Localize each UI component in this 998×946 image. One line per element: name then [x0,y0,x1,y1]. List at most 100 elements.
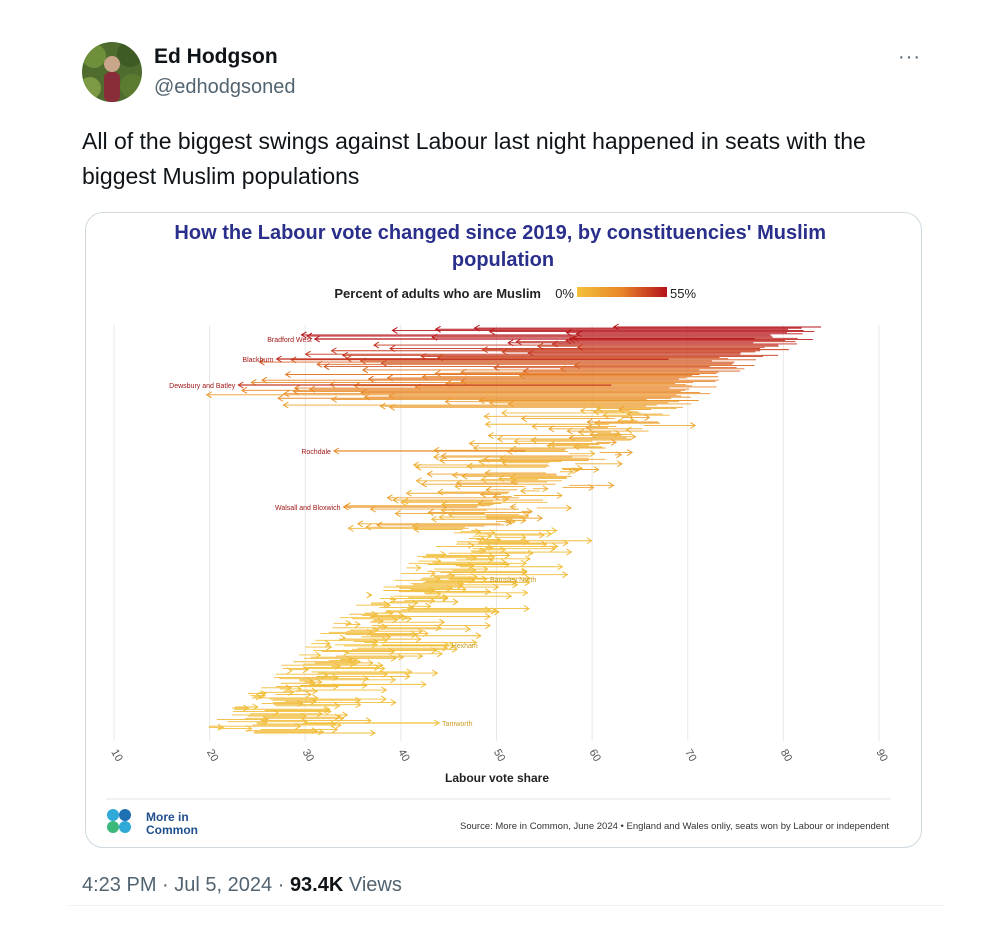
seat-arrow-head [515,338,522,346]
seat-arrow-head [243,704,250,712]
chart-arrows [205,323,822,737]
views-count: 93.4K [289,874,344,896]
seat-arrow-head [625,426,632,434]
seat-arrow-head [608,481,615,489]
legend-min-label: 0% [555,286,574,301]
seat-arrow-head [457,582,464,590]
seat-arrow-head [347,524,354,532]
seat-arrow-head [405,489,412,497]
seat-arrow-head [531,423,538,430]
seat-label: Barnsley North [490,577,536,584]
seat-arrow-head [616,451,623,459]
seat-arrow-head [644,414,651,421]
x-tick-label: 90 [873,747,890,764]
seat-arrow-head [331,726,339,734]
seat-arrow-head [436,650,444,658]
author-name[interactable]: Ed Hodgson [154,45,278,68]
seat-arrow-head [577,428,585,436]
seat-arrow-head [361,366,369,374]
seat-arrow-head [390,699,397,706]
seat-arrow-head [332,683,340,691]
seat-arrow-head [377,617,384,625]
x-tick-label: 50 [491,747,508,764]
seat-arrow-head [566,548,573,556]
seat-arrow-head [362,675,370,683]
logo-text-line-1: More in [146,810,189,824]
seat-arrow-head [484,622,492,629]
seat-arrow-head [399,498,407,506]
meta-separator: · [277,874,285,896]
seat-arrow-head [483,412,490,420]
seat-arrow-head [576,464,584,472]
x-tick-label: 80 [778,747,795,764]
seat-arrow-head [504,552,511,559]
seat-arrow-head [371,641,379,649]
seat-arrow-head [380,359,387,367]
seat-arrow-head [304,350,311,358]
seat-arrow-head [471,639,478,646]
seat-arrow-head [433,453,440,461]
seat-arrow-head [562,539,569,547]
seat-arrow-head [452,598,459,606]
chart: How the Labour vote changed since 2019, … [106,222,891,837]
avatar[interactable] [82,42,142,102]
seat-arrow-head [439,618,446,626]
seat-arrow-head [519,487,527,495]
author-handle[interactable]: @edhodgsoned [154,76,296,98]
chart-image-card[interactable]: How the Labour vote changed since 2019, … [85,212,922,848]
seat-arrow-head [442,593,449,601]
seat-arrow-head [527,549,534,557]
seat-arrow-head [520,516,527,524]
seat-label: Hexham [452,643,478,650]
seat-label: Tamworth [442,721,472,728]
seat-arrow-head [487,432,494,439]
seat-label: Blackburn [242,357,273,364]
legend-label: Percent of adults who are Muslim [334,286,541,301]
seat-arrow-head [489,529,496,537]
seat-arrow-head [505,519,513,527]
seat-arrow-head [426,470,433,478]
seat-arrow-head [521,567,528,575]
seat-arrow-head [369,729,377,737]
tweet-time[interactable]: 4:23 PM [82,874,157,896]
more-options-icon[interactable]: ··· [898,46,921,68]
tweet-date[interactable]: Jul 5, 2024 [174,874,273,896]
seat-arrow-head [481,346,488,354]
seat-arrow-head [616,460,624,468]
seat-arrow-head [431,647,438,654]
seat-arrow-head [512,581,519,589]
seat-arrow-head [394,510,401,518]
chart-source-note: Source: More in Common, June 2024 • Engl… [460,821,889,832]
seat-arrow-head [334,702,341,710]
seat-arrow-head [379,665,386,672]
seat-arrow-head [356,520,364,528]
seat-arrow-head [549,545,557,553]
chart-title: How the Labour vote changed since 2019, … [174,222,831,271]
seat-arrow-head [538,531,545,539]
seat-arrow-head [305,691,312,698]
seat-arrow-head [365,523,372,531]
seat-arrow-head [477,458,485,466]
seat-arrow-head [240,386,248,394]
seat-arrow-head [542,485,549,493]
seat-arrow-head [434,369,441,377]
seat-arrow-head [468,440,475,447]
labeled-seat-arrow-head [481,575,488,583]
seat-arrow-head [493,608,501,616]
x-tick-label: 60 [586,747,603,764]
seat-arrow-head [415,477,422,485]
seat-arrow-head [306,332,313,340]
chart-title-line-2: population [452,249,554,271]
seat-arrow-head [217,723,225,731]
seat-arrow-head [500,409,508,417]
x-tick-label: 40 [395,747,412,764]
seat-arrow-head [311,687,319,695]
seat-arrow-head [390,654,397,662]
seat-arrow-head [464,625,472,633]
seat-arrow-head [391,326,398,334]
seat-arrow-head [454,483,461,490]
seat-arrow-head [404,673,411,680]
seat-arrow-head [562,571,569,579]
seat-arrow-head [372,341,380,349]
chart-x-ticks: 10 20 30 40 50 60 70 80 90 [108,747,890,764]
